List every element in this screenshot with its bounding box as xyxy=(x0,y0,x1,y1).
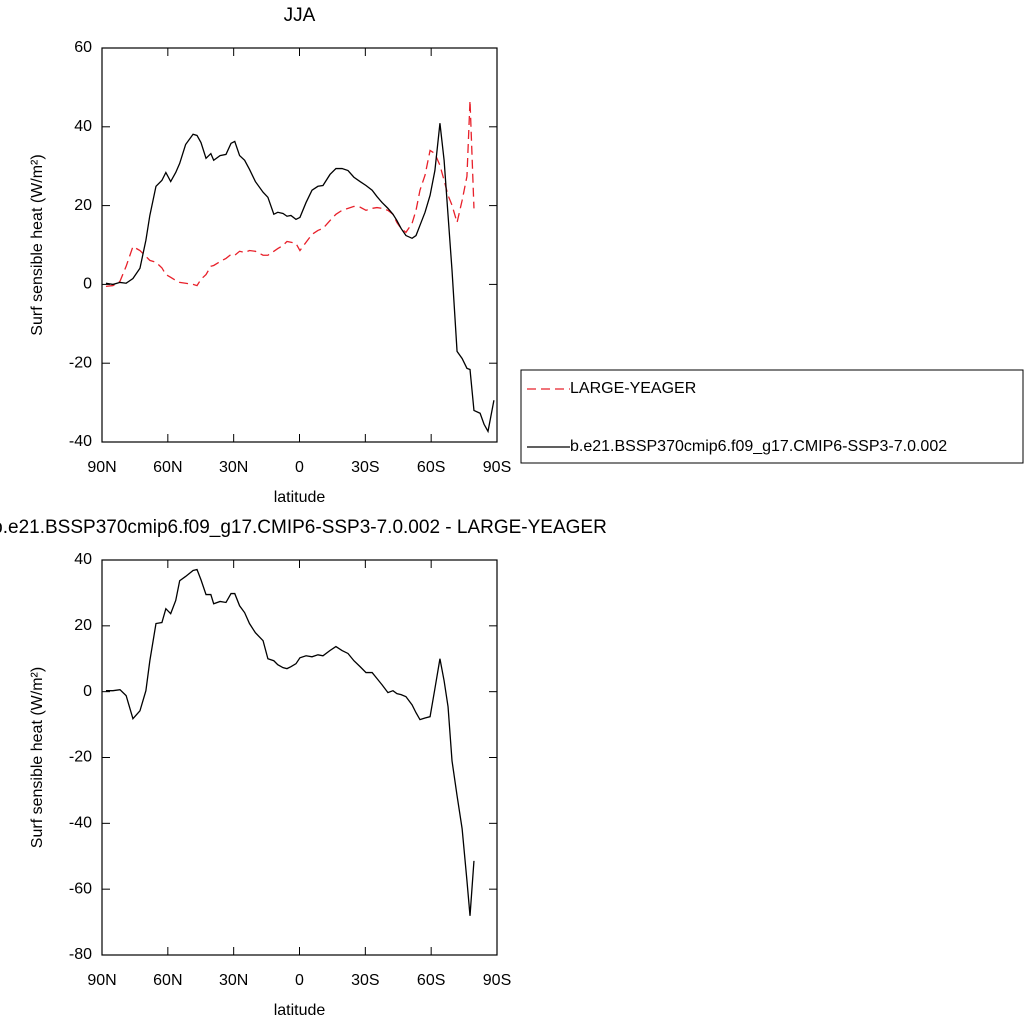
data-line xyxy=(105,568,475,916)
x-tick-label: 30S xyxy=(351,459,379,476)
legend-label: LARGE-YEAGER xyxy=(570,380,696,397)
y-tick-label: 20 xyxy=(74,617,92,634)
y-tick-label: 40 xyxy=(74,118,92,135)
chart-title: b.e21.BSSP370cmip6.f09_g17.CMIP6-SSP3-7.… xyxy=(0,517,607,538)
x-tick-label: 30N xyxy=(219,459,248,476)
y-tick-label: -40 xyxy=(69,433,92,450)
x-axis-title: latitude xyxy=(274,489,326,506)
chart-title: JJA xyxy=(284,5,316,26)
y-tick-label: -20 xyxy=(69,354,92,371)
data-line xyxy=(105,123,495,434)
y-tick-label: 60 xyxy=(74,39,92,56)
y-tick-label: -80 xyxy=(69,946,92,963)
y-tick-label: 0 xyxy=(83,683,92,700)
plot-frame xyxy=(101,559,498,956)
data-line xyxy=(105,100,475,288)
x-tick-label: 90N xyxy=(87,972,116,989)
x-tick-label: 0 xyxy=(295,972,304,989)
x-tick-label: 0 xyxy=(295,459,304,476)
y-tick-label: 40 xyxy=(74,551,92,568)
y-axis-title: Surf sensible heat (W/m²) xyxy=(29,667,46,848)
y-tick-label: -60 xyxy=(69,880,92,897)
y-tick-label: -20 xyxy=(69,749,92,766)
x-axis-title: latitude xyxy=(274,1002,326,1019)
y-tick-label: 0 xyxy=(83,276,92,293)
x-tick-label: 60N xyxy=(153,972,182,989)
x-tick-label: 30N xyxy=(219,972,248,989)
x-tick-label: 90N xyxy=(87,459,116,476)
x-tick-label: 60N xyxy=(153,459,182,476)
y-axis-title: Surf sensible heat (W/m²) xyxy=(29,154,46,335)
x-tick-label: 60S xyxy=(417,972,445,989)
x-tick-label: 90S xyxy=(483,972,511,989)
x-tick-label: 90S xyxy=(483,459,511,476)
y-tick-label: -40 xyxy=(69,815,92,832)
x-tick-label: 30S xyxy=(351,972,379,989)
legend-box xyxy=(520,369,1024,464)
x-tick-label: 60S xyxy=(417,459,445,476)
plot-frame xyxy=(101,47,498,443)
legend-label: b.e21.BSSP370cmip6.f09_g17.CMIP6-SSP3-7.… xyxy=(570,438,947,455)
y-tick-label: 20 xyxy=(74,197,92,214)
